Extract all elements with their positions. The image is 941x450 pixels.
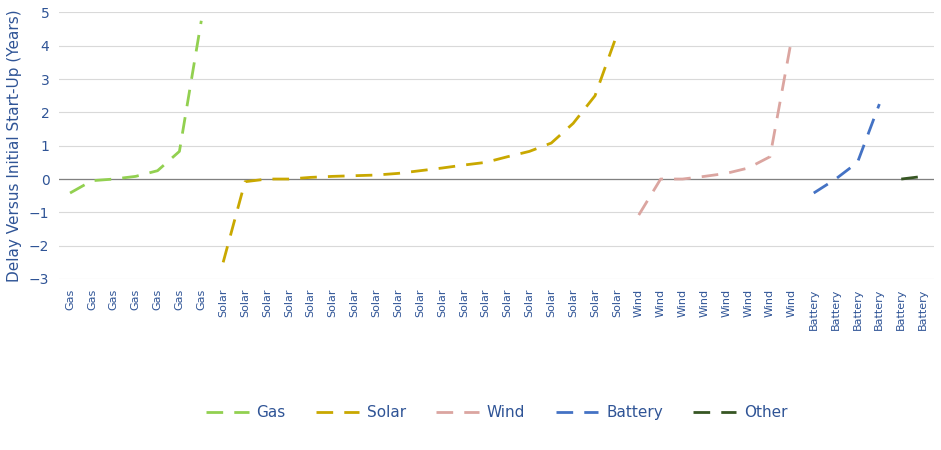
Y-axis label: Delay Versus Initial Start-Up (Years): Delay Versus Initial Start-Up (Years) — [7, 9, 22, 282]
Legend: Gas, Solar, Wind, Battery, Other: Gas, Solar, Wind, Battery, Other — [199, 399, 793, 426]
